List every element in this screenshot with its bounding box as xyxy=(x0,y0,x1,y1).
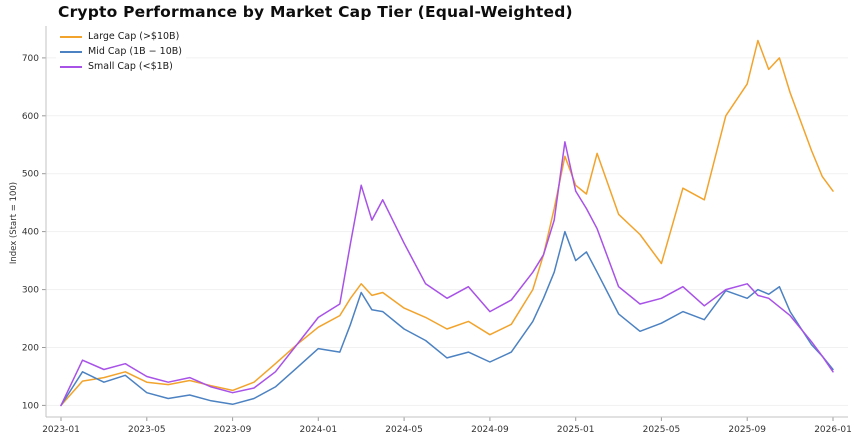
legend: Large Cap (>$10B) Mid Cap (1B − 10B) Small… xyxy=(56,27,186,76)
x-tick-label: 2025-05 xyxy=(643,425,681,435)
x-tick-label: 2024-01 xyxy=(299,425,337,435)
y-tick-label: 700 xyxy=(22,54,39,64)
x-tick-label: 2023-09 xyxy=(214,425,252,435)
legend-line-swatch xyxy=(60,65,82,68)
y-tick-label: 200 xyxy=(22,344,39,354)
legend-label: Large Cap (>$10B) xyxy=(88,31,180,42)
x-tick-label: 2024-05 xyxy=(385,425,423,435)
y-tick-label: 500 xyxy=(22,170,39,180)
series-line xyxy=(60,141,834,407)
y-tick-label: 600 xyxy=(22,112,39,122)
y-tick-label: 100 xyxy=(22,401,39,411)
y-tick-label: 400 xyxy=(22,228,39,238)
chart-title: Crypto Performance by Market Cap Tier (E… xyxy=(58,3,573,21)
legend-item: Mid Cap (1B − 10B) xyxy=(60,44,182,59)
legend-line-swatch xyxy=(60,35,82,38)
series-line xyxy=(60,230,834,407)
x-tick-label: 2023-01 xyxy=(42,425,80,435)
y-axis-label: Index (Start = 100) xyxy=(9,181,19,265)
y-tick-label: 300 xyxy=(22,286,39,296)
x-tick-label: 2025-01 xyxy=(557,425,595,435)
legend-item: Large Cap (>$10B) xyxy=(60,29,182,44)
legend-label: Small Cap (<$1B) xyxy=(88,61,173,72)
x-tick-label: 2023-05 xyxy=(128,425,166,435)
legend-line-swatch xyxy=(60,50,82,53)
series-line xyxy=(60,39,834,407)
x-tick-label: 2025-09 xyxy=(728,425,766,435)
legend-item: Small Cap (<$1B) xyxy=(60,59,182,74)
x-tick-label: 2026-01 xyxy=(814,425,852,435)
x-tick-label: 2024-09 xyxy=(471,425,509,435)
legend-label: Mid Cap (1B − 10B) xyxy=(88,46,182,57)
